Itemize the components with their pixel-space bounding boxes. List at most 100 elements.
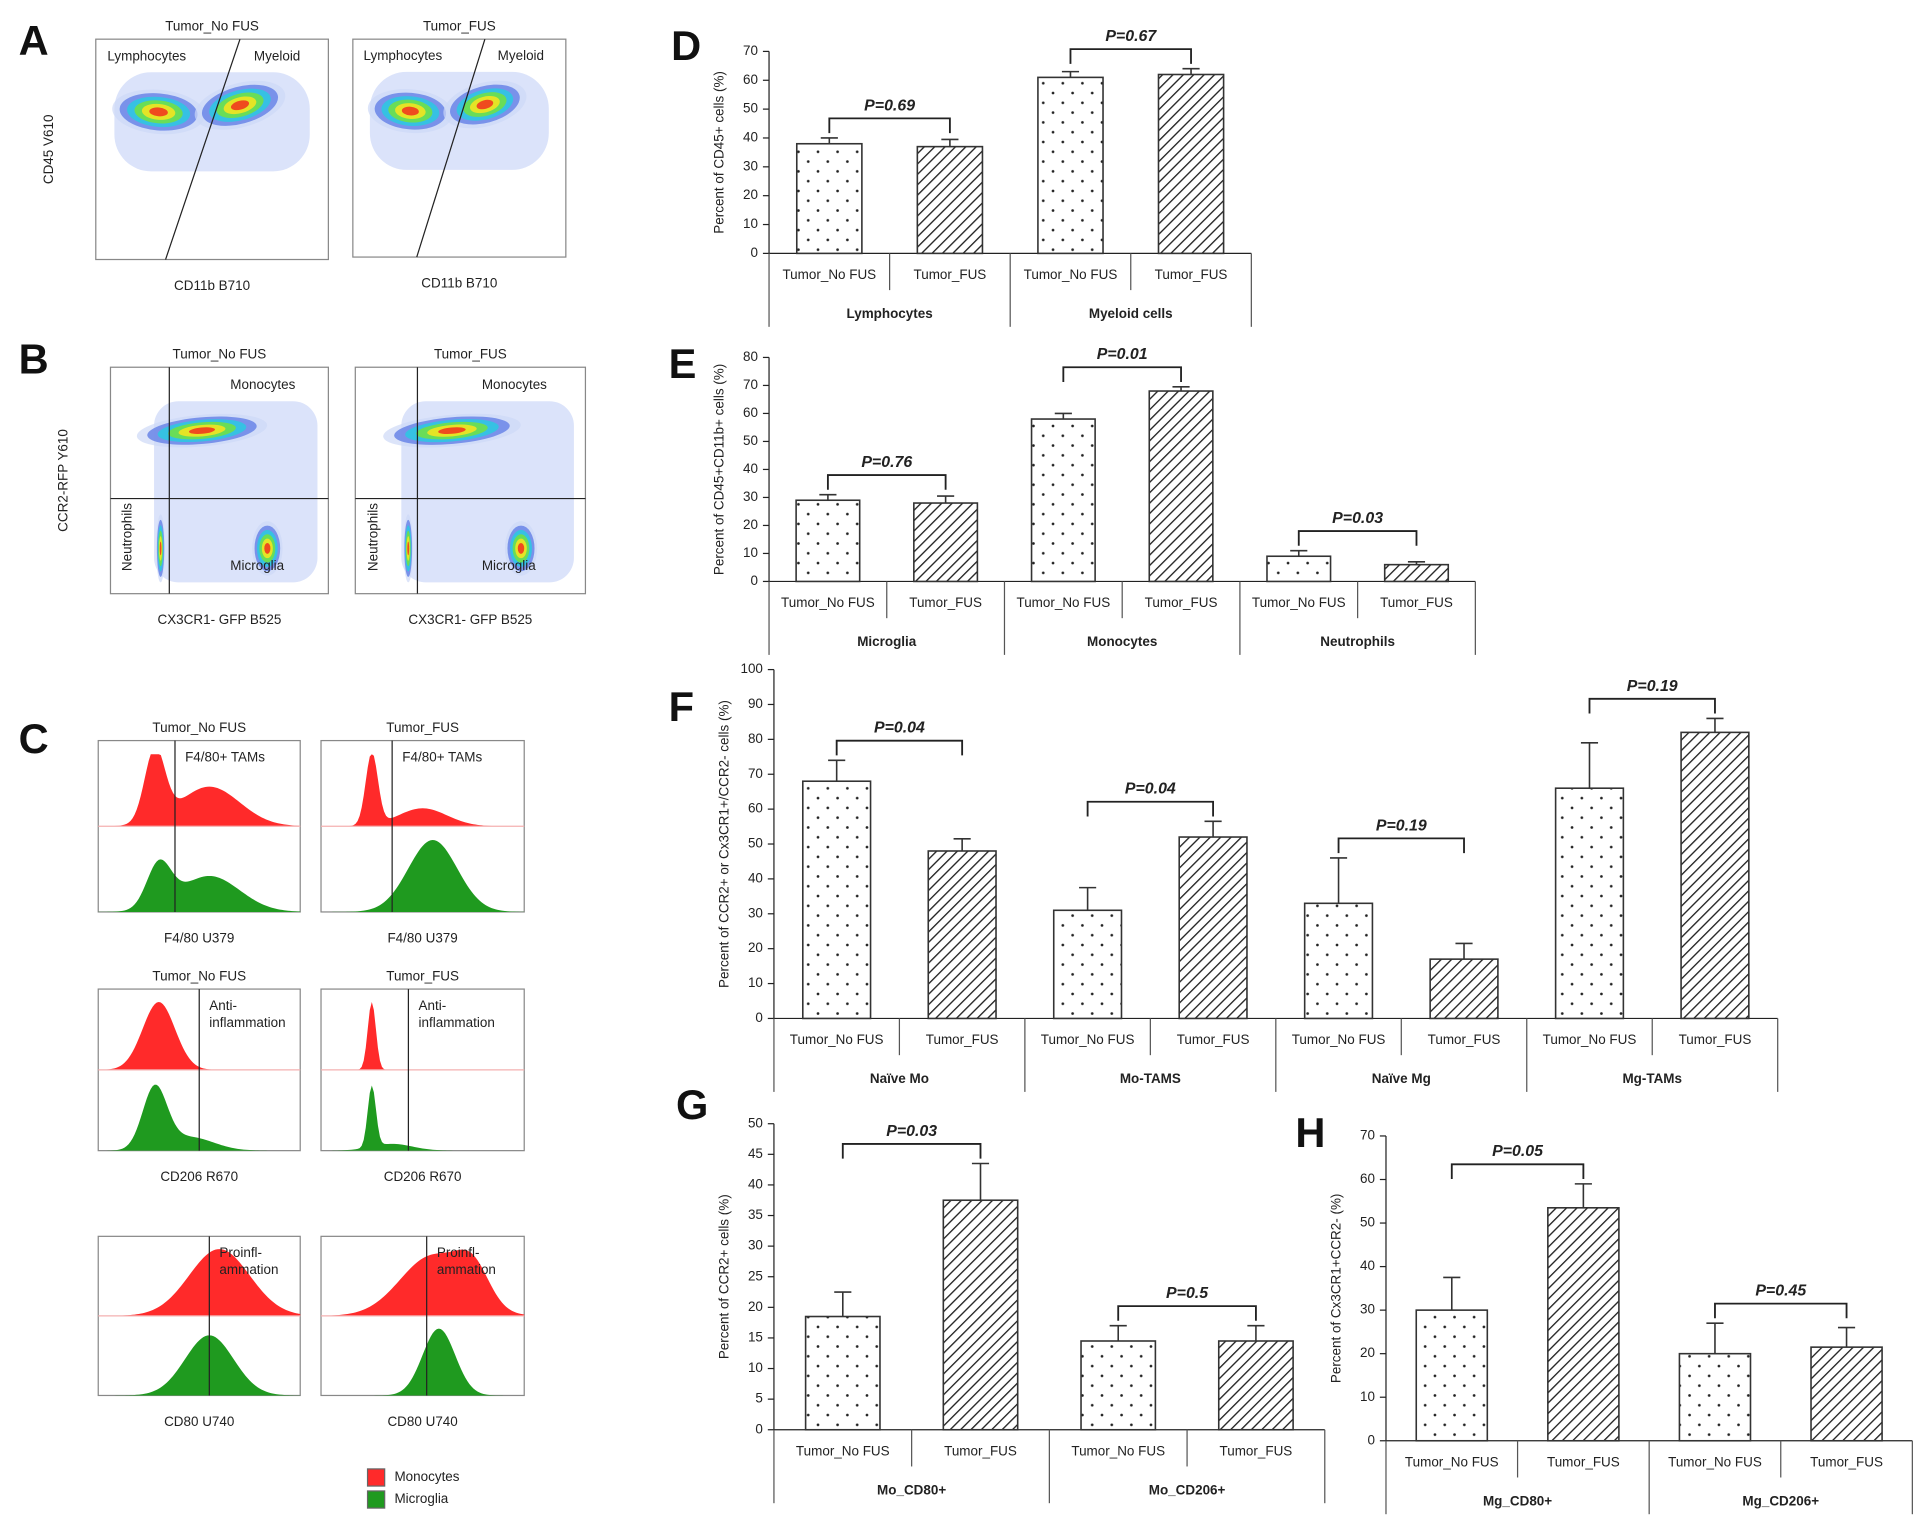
bar-label: Tumor_No FUS — [1292, 1032, 1386, 1047]
error-bar — [1182, 67, 1200, 75]
legend-swatch — [366, 1468, 386, 1487]
p-bracket — [1062, 366, 1182, 382]
error-bar — [1443, 1276, 1461, 1311]
y-tick-label: 20 — [743, 517, 758, 532]
panel-letter: C — [19, 715, 49, 762]
density — [264, 542, 271, 554]
y-label: Percent of Cx3CR1+CCR2- (%) — [1329, 1194, 1344, 1384]
gate-label: Proinfl- — [219, 1245, 262, 1260]
plot-title: Tumor_FUS — [423, 18, 496, 33]
histogram — [98, 1249, 301, 1316]
group-label: Naïve Mg — [1372, 1071, 1431, 1086]
x-label: CD206 R670 — [384, 1169, 462, 1184]
p-bracket — [1117, 1305, 1257, 1321]
gate-label: Monocytes — [482, 377, 547, 392]
bar — [913, 502, 979, 583]
error-bar — [1574, 1183, 1592, 1208]
histogram — [98, 754, 301, 827]
panel-letter: E — [669, 340, 697, 387]
error-bar — [1706, 1322, 1724, 1354]
error-bar — [1837, 1326, 1856, 1348]
gate-label: Monocytes — [230, 377, 295, 392]
gate-label: ammation — [219, 1262, 278, 1277]
y-label: Percent of CD45+CD11b+ cells (%) — [712, 364, 727, 575]
y-tick-label: 30 — [748, 1238, 763, 1253]
p-value: P=0.67 — [1105, 28, 1157, 45]
x-label: CD206 R670 — [160, 1169, 238, 1184]
y-tick-label: 100 — [740, 661, 762, 676]
error-bar — [1172, 386, 1190, 392]
density — [438, 427, 466, 435]
error-bar — [1109, 1324, 1127, 1341]
y-tick-label: 40 — [748, 870, 763, 885]
y-tick-label: 35 — [748, 1207, 763, 1222]
p-value: P=0.05 — [1492, 1143, 1544, 1160]
plot-title: Tumor_FUS — [386, 720, 459, 735]
error-bar — [1290, 549, 1308, 557]
error-bar — [1407, 561, 1426, 565]
plot-title: Tumor_No FUS — [165, 18, 259, 33]
y-tick-label: 40 — [1360, 1258, 1375, 1273]
density — [517, 542, 525, 554]
y-label: CCR2-RFP Y610 — [56, 429, 71, 532]
group-label: Neutrophils — [1320, 634, 1395, 649]
bar-label: Tumor_No FUS — [796, 1443, 890, 1458]
panel-letter: D — [671, 22, 701, 69]
p-value: P=0.45 — [1755, 1283, 1807, 1300]
p-bracket — [841, 1143, 982, 1159]
error-bar — [1061, 70, 1080, 78]
y-tick-label: 50 — [1360, 1215, 1375, 1230]
bar — [1303, 902, 1374, 1020]
histogram — [98, 1335, 301, 1396]
bar-label: Tumor_FUS — [1145, 595, 1218, 610]
bar — [804, 1315, 881, 1431]
y-tick-label: 70 — [1360, 1128, 1375, 1143]
bar — [1680, 731, 1750, 1020]
y-tick-label: 0 — [755, 1421, 762, 1436]
error-bar — [971, 1162, 990, 1201]
p-bracket — [835, 739, 964, 756]
p-value: P=0.19 — [1627, 678, 1678, 695]
p-value: P=0.03 — [886, 1123, 937, 1140]
gate-label: inflammation — [209, 1015, 285, 1030]
p-bracket — [1086, 800, 1215, 817]
panel-letter: B — [19, 335, 49, 382]
y-tick-label: 70 — [743, 377, 758, 392]
gate-label: Proinfl- — [437, 1245, 480, 1260]
density — [476, 99, 494, 110]
error-bar — [1247, 1324, 1265, 1341]
bar — [916, 145, 984, 255]
panel-letter: A — [19, 17, 49, 64]
bar-label: Tumor_No FUS — [1071, 1443, 1165, 1458]
y-tick-label: 15 — [748, 1329, 763, 1344]
y-tick-label: 60 — [743, 72, 758, 87]
gate-label: Myeloid — [254, 48, 300, 63]
bar-label: Tumor_FUS — [926, 1032, 999, 1047]
gate-label: Microglia — [230, 558, 284, 573]
x-label: F4/80 U379 — [387, 930, 457, 945]
y-tick-label: 60 — [743, 405, 758, 420]
error-bar — [937, 495, 955, 504]
bar-label: Tumor_FUS — [944, 1443, 1017, 1458]
group-label: Mo_CD206+ — [1149, 1483, 1226, 1498]
error-bar — [1580, 742, 1599, 789]
histogram — [321, 839, 525, 912]
group-label: Myeloid cells — [1089, 306, 1173, 321]
bar — [1157, 73, 1225, 255]
bar-label: Tumor_No FUS — [1024, 267, 1118, 282]
y-tick-label: 50 — [743, 101, 758, 116]
y-tick-label: 30 — [743, 489, 758, 504]
plot-title: Tumor_FUS — [386, 968, 459, 983]
bar — [942, 1199, 1019, 1431]
bar — [1547, 1207, 1620, 1442]
bar-label: Tumor_No FUS — [1252, 595, 1346, 610]
y-tick-label: 40 — [743, 461, 758, 476]
group-label: Microglia — [857, 634, 917, 649]
y-tick-label: 80 — [743, 349, 758, 364]
plot-title: Tumor_No FUS — [152, 720, 246, 735]
bar-label: Tumor_FUS — [1177, 1032, 1250, 1047]
bar-label: Tumor_No FUS — [1668, 1454, 1762, 1469]
density — [230, 100, 250, 111]
x-label: CD11b B710 — [421, 276, 497, 291]
error-bar — [1455, 942, 1473, 960]
